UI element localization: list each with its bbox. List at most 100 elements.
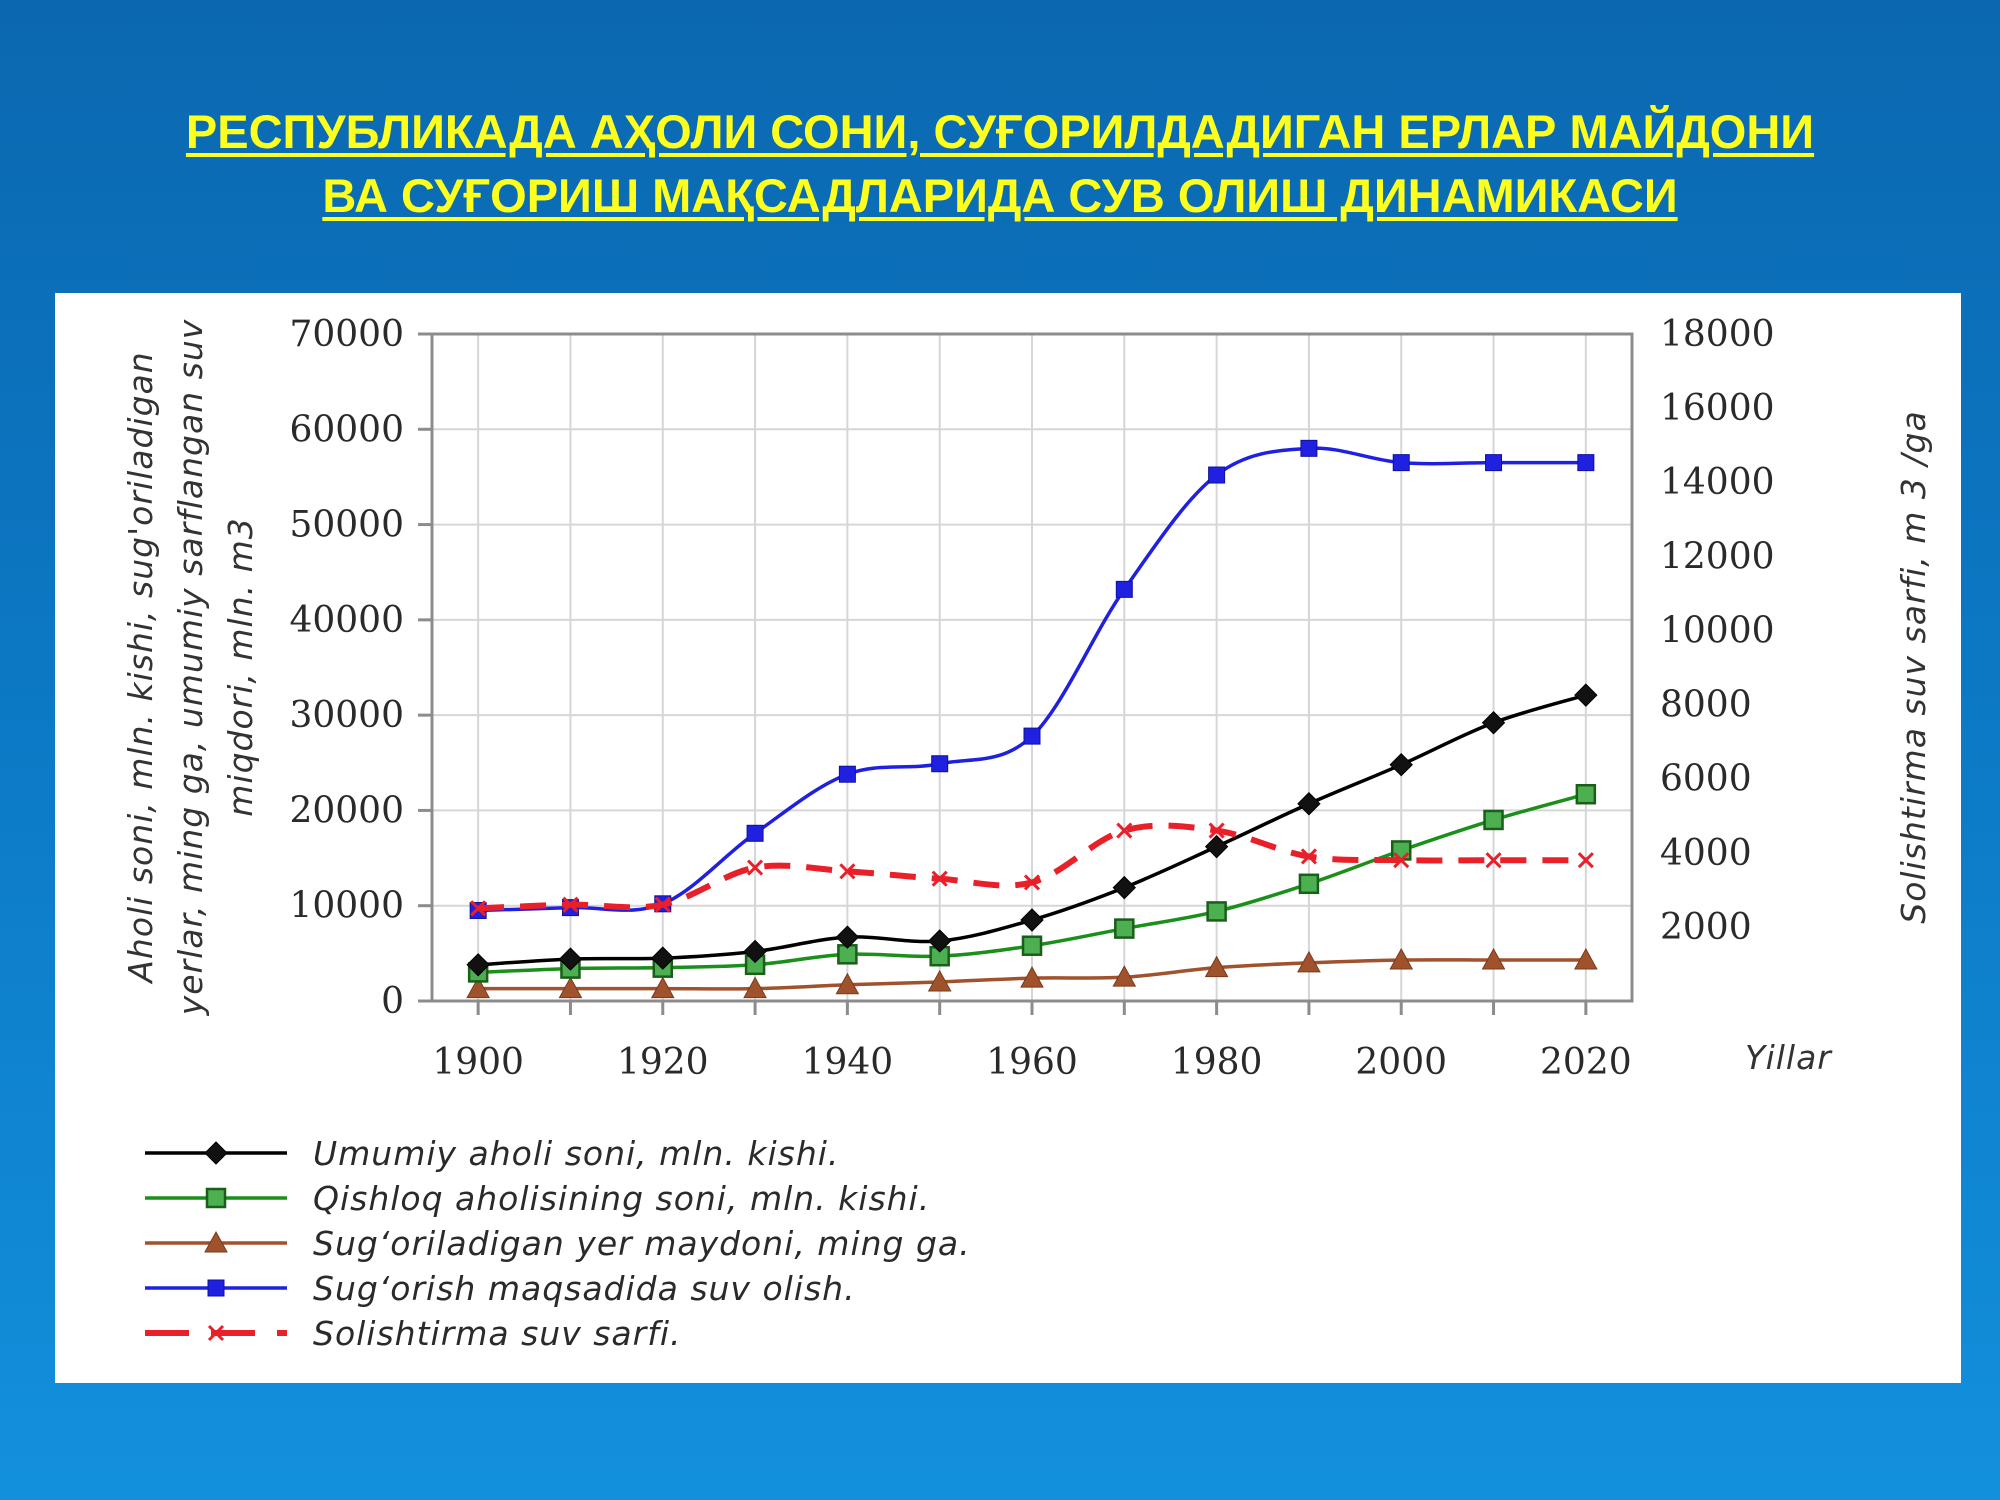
y-left-tick-label: 10000	[289, 886, 404, 927]
data-point	[1023, 727, 1041, 745]
x-tick-label: 1960	[986, 1042, 1078, 1083]
x-marker-stroke	[1116, 822, 1133, 839]
x-marker-stroke	[1577, 852, 1594, 869]
data-point	[1300, 848, 1317, 865]
data-point	[1208, 466, 1226, 484]
y-right-tick-label: 12000	[1660, 536, 1775, 577]
data-point	[558, 976, 583, 999]
x-marker-stroke	[1485, 852, 1502, 869]
series-0	[466, 683, 1598, 977]
legend-swatch-marker	[207, 1324, 225, 1342]
data-point	[650, 976, 675, 999]
y-right-tick-label: 16000	[1660, 388, 1775, 429]
data-point	[931, 755, 949, 773]
data-point	[743, 976, 767, 999]
data-point	[1020, 966, 1044, 988]
data-point	[1575, 783, 1597, 805]
x-tick-label: 1940	[802, 1042, 894, 1083]
data-point	[466, 953, 490, 977]
x-marker-stroke	[1393, 852, 1410, 869]
data-point	[1297, 950, 1321, 973]
y-right-tick-label: 6000	[1660, 759, 1752, 800]
y-left-axis-label: miqdori, mln. m3	[221, 517, 260, 816]
data-point	[1112, 875, 1137, 900]
data-point	[1114, 918, 1135, 939]
data-point	[470, 900, 487, 917]
x-marker-stroke	[470, 900, 487, 917]
data-point	[838, 765, 856, 783]
data-point	[1481, 947, 1506, 970]
data-point	[1023, 874, 1041, 891]
data-point	[839, 863, 856, 880]
x-tick-label: 1920	[617, 1042, 709, 1083]
data-point	[1390, 840, 1412, 861]
y-right-tick-label: 2000	[1660, 907, 1752, 948]
data-point	[1208, 822, 1225, 839]
series-2	[466, 947, 1598, 999]
x-tick-label: 2000	[1355, 1042, 1447, 1083]
data-point	[558, 947, 583, 971]
legend-item: Sug‘orish maqsadida suv olish.	[145, 1269, 856, 1308]
y-left-tick-label: 70000	[289, 314, 404, 355]
x-marker-stroke	[654, 896, 671, 913]
chart-panel: 0 10000 20000 30000 40000 50000 60000 70000 2000…	[55, 293, 1961, 1383]
y-left-axis-label: yerlar, ming ga, umumiy sarflangan suv	[171, 319, 210, 1017]
legend-label: Qishloq aholisining soni, mln. kishi.	[313, 1179, 930, 1218]
data-point	[1485, 454, 1503, 472]
data-point	[931, 870, 948, 887]
x-marker-stroke	[562, 896, 579, 913]
data-point	[651, 946, 675, 970]
x-tick-label: 2020	[1540, 1042, 1632, 1083]
data-point	[1389, 752, 1413, 777]
legend-item: Sug‘oriladigan yer maydoni, ming ga.	[145, 1224, 971, 1263]
data-point	[1392, 454, 1410, 472]
data-point	[743, 939, 767, 964]
data-point	[1112, 965, 1137, 987]
data-point	[1574, 947, 1598, 970]
data-point	[835, 972, 860, 995]
x-marker-stroke	[931, 870, 948, 887]
x-tick-label: 1980	[1171, 1042, 1263, 1083]
data-point	[1574, 683, 1598, 707]
data-point	[1389, 947, 1414, 970]
data-point	[835, 925, 860, 949]
title-line-1: РЕСПУБЛИКАДА АҲОЛИ СОНИ, СУҒОРИЛДАДИГАН …	[185, 105, 1815, 158]
data-point	[747, 859, 764, 876]
data-point	[1577, 852, 1594, 869]
legend-label: Sug‘oriladigan yer maydoni, ming ga.	[313, 1224, 971, 1263]
legend-item: Solishtirma suv sarfi.	[145, 1314, 682, 1353]
legend-swatch-marker	[205, 1187, 227, 1209]
legend-label: Umumiy aholi soni, mln. kishi.	[313, 1134, 839, 1173]
legend-label: Solishtirma suv sarfi.	[313, 1314, 682, 1353]
y-right-tick-label: 4000	[1660, 833, 1752, 874]
legend-swatch-marker	[204, 1230, 228, 1253]
legend-swatch-marker	[207, 1279, 225, 1297]
x-marker-stroke	[1208, 822, 1225, 839]
x-marker-stroke	[1300, 848, 1317, 865]
data-point	[1206, 901, 1227, 922]
data-point	[1204, 834, 1229, 859]
data-point	[1577, 454, 1595, 472]
y-left-tick-label: 20000	[289, 790, 404, 831]
data-point	[1115, 580, 1133, 598]
legend-swatch-marker	[204, 1141, 228, 1165]
legend-label: Sug‘orish maqsadida suv olish.	[313, 1269, 856, 1308]
line-chart: 0 10000 20000 30000 40000 50000 60000 70000 2000…	[121, 314, 1933, 1353]
data-point	[1300, 439, 1318, 457]
y-left-tick-label: 60000	[289, 409, 404, 450]
x-marker-stroke	[207, 1324, 225, 1342]
data-point	[1298, 873, 1320, 895]
data-point	[562, 896, 579, 913]
series-4	[470, 822, 1594, 917]
x-marker-stroke	[747, 859, 764, 876]
x-marker-stroke	[1023, 874, 1041, 891]
y-left-tick-label: 30000	[289, 695, 404, 736]
slide-title: РЕСПУБЛИКАДА АҲОЛИ СОНИ, СУҒОРИЛДАДИГАН …	[0, 100, 2000, 228]
data-point	[466, 976, 490, 999]
data-point	[1393, 852, 1410, 869]
x-marker-stroke	[839, 863, 856, 880]
data-point	[927, 929, 952, 953]
title-line-2: ВА СУҒОРИШ МАҚСАДЛАРИДА СУВ ОЛИШ ДИНАМИК…	[322, 169, 1678, 222]
data-point	[1297, 792, 1321, 816]
data-point	[1481, 711, 1506, 735]
